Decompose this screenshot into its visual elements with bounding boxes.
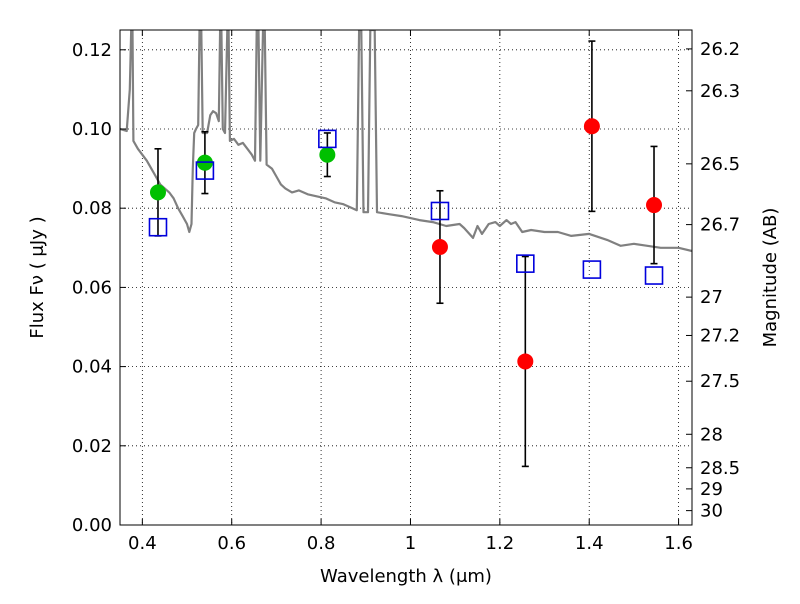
y-axis-label: Flux Fν ( μJy ) (27, 216, 48, 338)
data-points (148, 40, 664, 468)
y-tick-label: 0.02 (72, 436, 112, 457)
x-tick-label: 1.6 (664, 533, 693, 554)
y-tick-label: 0.06 (72, 277, 112, 298)
model-photometry-square (582, 260, 602, 279)
model-spectrum (120, 30, 692, 253)
grid (120, 30, 692, 525)
model-photometry-square (318, 129, 337, 149)
mag-tick-label: 26.3 (700, 81, 740, 102)
x-tick-label: 1.4 (575, 533, 604, 554)
y-tick-label: 0.04 (72, 357, 112, 378)
data-point (646, 197, 663, 214)
model-spectrum-line (120, 30, 692, 253)
model-photometry-square (430, 201, 450, 221)
y-tick-label: 0.12 (72, 40, 112, 61)
x-tick-label: 1.2 (486, 533, 515, 554)
model-photometry-square (644, 266, 664, 285)
data-point (517, 353, 534, 370)
mag-tick-label: 26.5 (700, 154, 740, 175)
mag-tick-label: 29 (700, 479, 723, 500)
x-tick-label: 1 (405, 533, 416, 554)
y-tick-label: 0.00 (72, 515, 112, 536)
data-point (583, 118, 600, 135)
data-point (149, 184, 166, 201)
y2-axis-label: Magnitude (AB) (760, 208, 781, 348)
axis-ticks: 0.4 0.6 0.8 1 1.2 1.4 1.6 0.00 0.02 0.04 0.06 0.08 0… (72, 30, 740, 554)
mag-tick-label: 28 (700, 424, 723, 445)
mag-tick-label: 26.7 (700, 215, 740, 236)
data-point (431, 239, 448, 256)
model-photometry-square (516, 254, 535, 273)
x-tick-label: 0.8 (307, 533, 336, 554)
y-tick-label: 0.10 (72, 119, 112, 140)
model-photometry-square (148, 217, 168, 237)
plot-frame (119, 29, 693, 526)
mag-tick-label: 26.2 (700, 39, 740, 60)
x-tick-label: 0.4 (128, 533, 157, 554)
mag-tick-label: 28.5 (700, 458, 740, 479)
mag-tick-label: 27 (700, 287, 723, 308)
model-photometry-square (195, 161, 215, 180)
y-tick-label: 0.08 (72, 198, 112, 219)
x-tick-label: 0.6 (217, 533, 246, 554)
mag-tick-label: 30 (700, 501, 723, 522)
x-axis-label: Wavelength λ (μm) (320, 566, 492, 587)
data-point (319, 146, 336, 163)
mag-tick-label: 27.2 (700, 325, 740, 346)
mag-tick-label: 27.5 (700, 371, 740, 392)
